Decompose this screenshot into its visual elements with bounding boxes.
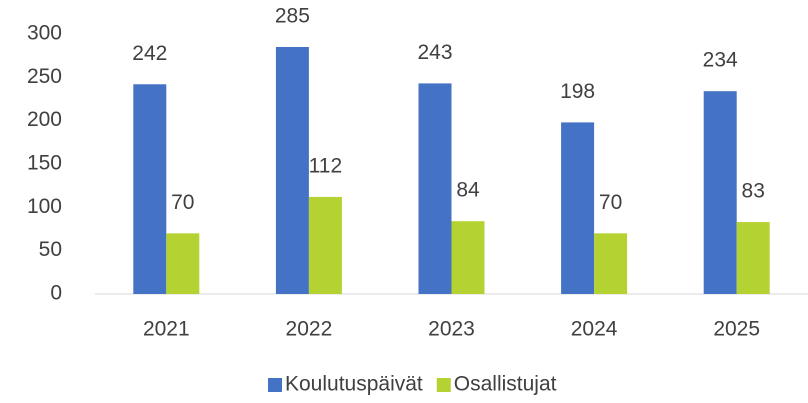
x-tick-label: 2022 (286, 318, 333, 341)
y-tick-label: 250 (27, 65, 62, 88)
bar (275, 47, 309, 294)
data-label: 84 (456, 179, 480, 202)
bar (166, 233, 200, 294)
x-tick-label: 2021 (143, 318, 190, 341)
data-label: 112 (309, 154, 342, 177)
data-label: 70 (171, 191, 194, 214)
data-label: 242 (132, 42, 167, 65)
legend-label: Osallistujat (454, 373, 557, 396)
y-tick-label: 200 (27, 108, 62, 131)
x-tick-label: 2024 (571, 318, 618, 341)
data-label: 243 (417, 41, 452, 64)
y-tick-label: 150 (27, 152, 62, 175)
bar (736, 222, 770, 294)
data-label: 70 (599, 191, 622, 214)
bar (451, 221, 485, 294)
bar (703, 91, 737, 294)
y-tick-label: 0 (50, 282, 62, 305)
bar (561, 122, 595, 295)
legend-label: Koulutuspäivät (285, 373, 423, 396)
data-label: 234 (703, 49, 738, 72)
legend-swatch (268, 378, 282, 392)
bar (418, 83, 452, 295)
data-label: 198 (560, 80, 595, 103)
data-label: 285 (275, 5, 310, 28)
data-label: 83 (742, 180, 765, 203)
x-tick-label: 2025 (713, 318, 760, 341)
legend-swatch (436, 378, 451, 392)
y-tick-label: 100 (27, 195, 62, 218)
bar (308, 196, 342, 294)
bar (133, 84, 167, 295)
bar (594, 233, 628, 294)
y-tick-label: 50 (39, 238, 62, 261)
y-tick-label: 300 (27, 22, 62, 45)
x-tick-label: 2023 (428, 318, 475, 341)
